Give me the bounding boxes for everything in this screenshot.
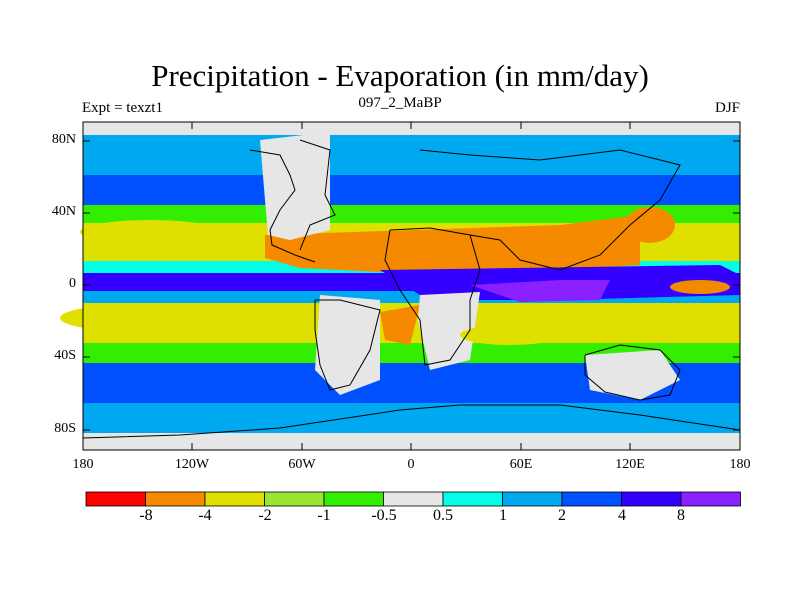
field-dry-east-pacific [670, 280, 730, 294]
colorbar-swatch [561, 491, 622, 507]
field-band-antarctic [83, 433, 740, 450]
field-band-southern-ocean [83, 403, 740, 433]
colorbar-swatch [85, 491, 146, 507]
lat-tick-40s: 40S [54, 348, 76, 363]
field-north-america [260, 132, 330, 240]
coast-australia [584, 344, 681, 401]
field-indian-dry [460, 325, 560, 345]
field-dry-north-pacific [625, 207, 675, 243]
colorbar-label: -1 [317, 507, 331, 524]
colorbar-label: -2 [258, 507, 272, 524]
case-label: 097_2_MaBP [358, 95, 442, 111]
colorbar-label: -0.5 [371, 507, 397, 524]
colorbar-swatch [621, 491, 682, 507]
colorbar-label: 4 [618, 507, 626, 524]
axis-ticks [82, 122, 741, 450]
colorbar-label: -8 [139, 507, 153, 524]
field-dry-brazil [380, 305, 420, 345]
lon-tick-120e: 120E [615, 457, 645, 472]
lat-tick-80n: 80N [51, 132, 76, 147]
lat-tick-80s: 80S [54, 421, 76, 436]
coast-antarctica [82, 404, 741, 439]
field-south-africa [418, 292, 480, 370]
lon-tick-60e: 60E [509, 457, 533, 472]
field-australia [585, 350, 680, 400]
experiment-label: Expt = texzt1 [82, 100, 163, 116]
colorbar-swatch [680, 491, 741, 507]
lat-tick-0: 0 [69, 276, 76, 291]
field-contours [60, 122, 740, 450]
lon-tick-180w: 180 [72, 457, 94, 472]
colorbar-label: 2 [558, 507, 566, 524]
map-title: Precipitation - Evaporation (in mm/day) [151, 58, 649, 93]
colorbar-label: -4 [198, 507, 212, 524]
field-band-arctic [83, 135, 740, 175]
colorbar-label: 0.5 [433, 507, 453, 524]
lon-tick-180e: 180 [729, 457, 751, 472]
field-band-south-mid [83, 343, 740, 363]
coast-north-america-west [249, 149, 316, 263]
colorbar-swatch [204, 491, 265, 507]
colorbar-swatch [323, 491, 384, 507]
field-subtropical-pacific [80, 220, 220, 244]
coast-north-america-east [299, 139, 336, 251]
coast-africa [384, 227, 481, 366]
season-label: DJF [714, 100, 740, 116]
lon-tick-0: 0 [407, 457, 415, 472]
colorbar-swatch [145, 491, 206, 507]
field-south-pacific-dry [60, 304, 220, 332]
colorbar-swatch [264, 491, 325, 507]
lat-tick-40n: 40N [51, 204, 76, 219]
continent-outlines [82, 139, 741, 439]
colorbar-label: 8 [677, 507, 685, 524]
lon-tick-120w: 120W [174, 457, 210, 472]
field-band-north-mid [83, 205, 740, 223]
field-peak-wet [470, 280, 610, 302]
field-dry-north-africa-asia [265, 215, 640, 272]
coast-eurasia [419, 149, 681, 271]
colorbar-swatch [383, 491, 444, 507]
colorbar-swatch [502, 491, 563, 507]
field-band-north-storm [83, 175, 740, 205]
coast-south-america [314, 299, 381, 391]
colorbar [85, 491, 741, 507]
colorbar-label: 1 [499, 507, 507, 524]
lon-tick-60w: 60W [288, 457, 316, 472]
field-south-america [315, 295, 380, 395]
colorbar-swatch [442, 491, 503, 507]
